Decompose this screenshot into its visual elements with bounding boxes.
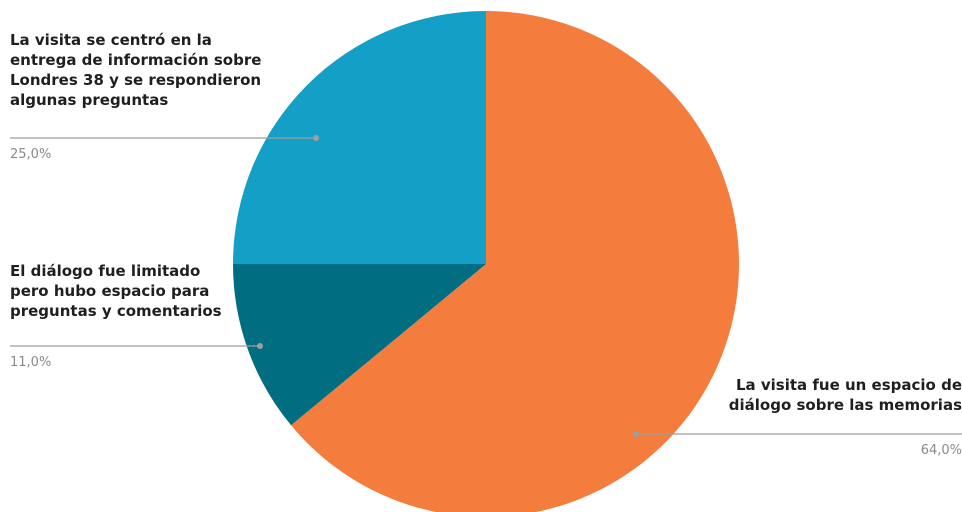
- slice-label: La visita se centró en la entrega de info…: [10, 31, 261, 109]
- leader-dot: [633, 431, 639, 437]
- slice-value-label: 11,0%: [10, 355, 51, 370]
- slice-label-line: entrega de información sobre: [10, 51, 261, 69]
- leader-dot: [257, 343, 263, 349]
- slice-label: La visita fue un espacio de diálogo sobre…: [729, 376, 962, 414]
- slice-value-label: 25,0%: [10, 147, 51, 162]
- slice-label-line: La visita se centró en la: [10, 31, 212, 49]
- leader-dot: [313, 135, 319, 141]
- slice-label-line: preguntas y comentarios: [10, 302, 222, 320]
- slice-label-line: algunas preguntas: [10, 91, 168, 109]
- slice-label-line: El diálogo fue limitado: [10, 262, 200, 280]
- slice-label: El diálogo fue limitado pero hubo espacio…: [10, 262, 222, 320]
- slice-label-line: Londres 38 y se respondieron: [10, 71, 261, 89]
- slice-annotation-dialogo-limitado: El diálogo fue limitado pero hubo espacio…: [10, 262, 263, 370]
- slice-label-line: pero hubo espacio para: [10, 282, 209, 300]
- slice-value-label: 64,0%: [921, 443, 962, 458]
- slice-label-line: diálogo sobre las memorias: [729, 396, 962, 414]
- slice-label-line: La visita fue un espacio de: [736, 376, 962, 394]
- pie-slices: [233, 11, 739, 512]
